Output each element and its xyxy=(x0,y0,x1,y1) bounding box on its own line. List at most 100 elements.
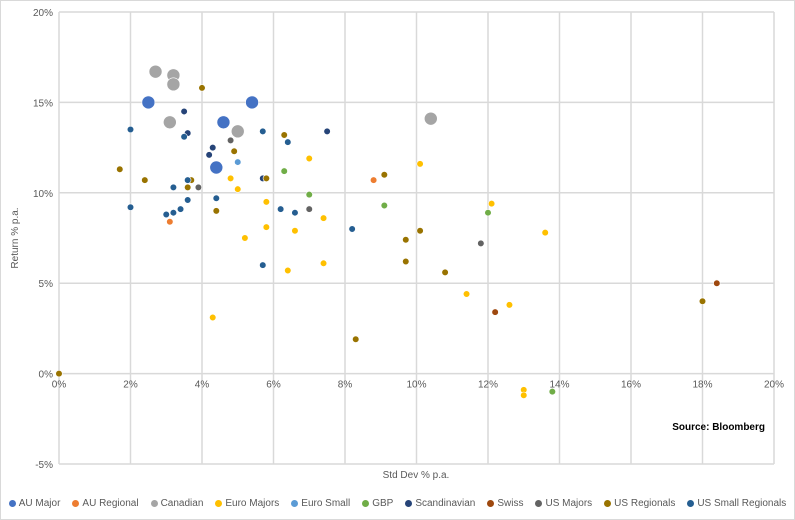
data-point-canadian[interactable] xyxy=(148,64,163,79)
legend-marker-icon xyxy=(535,500,543,507)
legend-item[interactable]: Scandinavian xyxy=(405,498,475,509)
data-point-us-regionals[interactable] xyxy=(380,171,388,179)
data-point-us-regionals[interactable] xyxy=(184,183,192,191)
data-point-euro-majors[interactable] xyxy=(234,185,242,193)
data-point-us-regionals[interactable] xyxy=(402,257,410,266)
data-point-us-small-regionals[interactable] xyxy=(184,176,192,184)
data-point-us-small-regionals[interactable] xyxy=(284,138,292,146)
data-point-us-small-regionals[interactable] xyxy=(184,196,192,204)
data-point-us-regionals[interactable] xyxy=(116,165,124,173)
data-point-us-small-regionals[interactable] xyxy=(176,205,185,213)
data-point-euro-majors[interactable] xyxy=(520,391,528,399)
y-tick-label: 10% xyxy=(33,189,53,200)
legend-label: Euro Small xyxy=(301,498,351,509)
data-point-euro-majors[interactable] xyxy=(227,174,235,182)
data-point-canadian[interactable] xyxy=(166,77,181,92)
data-point-us-regionals[interactable] xyxy=(141,176,149,184)
data-point-us-small-regionals[interactable] xyxy=(180,133,188,141)
data-point-canadian[interactable] xyxy=(163,115,177,130)
data-point-us-regionals[interactable] xyxy=(55,370,63,378)
data-point-euro-majors[interactable] xyxy=(241,234,249,242)
legend-marker-icon xyxy=(362,500,370,507)
data-point-us-small-regionals[interactable] xyxy=(259,261,267,269)
data-point-scandinavian[interactable] xyxy=(205,151,213,159)
data-point-euro-majors[interactable] xyxy=(505,301,514,309)
data-point-euro-majors[interactable] xyxy=(462,290,471,298)
data-point-swiss[interactable] xyxy=(491,308,499,316)
data-point-euro-majors[interactable] xyxy=(262,223,270,231)
data-point-us-regionals[interactable] xyxy=(230,147,238,155)
data-point-us-small-regionals[interactable] xyxy=(291,209,299,217)
data-point-scandinavian[interactable] xyxy=(323,127,331,135)
data-point-gbp[interactable] xyxy=(548,388,556,396)
data-point-us-small-regionals[interactable] xyxy=(126,203,135,211)
legend-item[interactable]: US Small Regionals xyxy=(687,498,786,509)
data-point-us-regionals[interactable] xyxy=(280,131,288,139)
legend-item[interactable]: Swiss xyxy=(487,498,523,509)
data-point-euro-majors[interactable] xyxy=(209,313,217,322)
x-tick-label: 2% xyxy=(123,380,138,391)
data-point-scandinavian[interactable] xyxy=(209,144,217,152)
data-point-au-major[interactable] xyxy=(141,95,156,110)
data-point-us-small-regionals[interactable] xyxy=(348,225,356,233)
data-point-euro-small[interactable] xyxy=(234,158,242,166)
data-point-canadian[interactable] xyxy=(423,111,438,126)
data-point-au-major[interactable] xyxy=(216,115,231,130)
data-point-au-regional[interactable] xyxy=(370,176,378,184)
data-point-us-small-regionals[interactable] xyxy=(169,183,177,191)
data-point-us-small-regionals[interactable] xyxy=(162,210,170,219)
data-point-us-small-regionals[interactable] xyxy=(169,209,177,217)
data-point-swiss[interactable] xyxy=(713,279,721,287)
data-point-us-regionals[interactable] xyxy=(416,227,424,235)
data-point-au-major[interactable] xyxy=(245,95,259,110)
data-point-euro-majors[interactable] xyxy=(319,259,328,267)
data-point-us-majors[interactable] xyxy=(194,183,203,191)
legend-item[interactable]: Canadian xyxy=(150,498,203,509)
data-point-au-major[interactable] xyxy=(209,160,224,175)
data-point-euro-majors[interactable] xyxy=(487,200,496,208)
data-point-us-small-regionals[interactable] xyxy=(126,125,135,134)
data-point-us-majors[interactable] xyxy=(477,239,485,248)
data-point-us-majors[interactable] xyxy=(305,205,313,213)
data-point-canadian[interactable] xyxy=(230,124,245,139)
data-point-us-majors[interactable] xyxy=(227,136,235,144)
data-point-euro-majors[interactable] xyxy=(291,227,299,235)
data-point-us-regionals[interactable] xyxy=(441,268,449,276)
legend-item[interactable]: US Regionals xyxy=(604,498,675,509)
legend-item[interactable]: Euro Small xyxy=(291,498,350,509)
data-point-us-small-regionals[interactable] xyxy=(277,205,285,213)
data-point-gbp[interactable] xyxy=(280,167,288,175)
data-point-us-regionals[interactable] xyxy=(352,335,360,343)
legend-item[interactable]: GBP xyxy=(362,498,393,509)
x-tick-label: 12% xyxy=(478,380,498,391)
data-point-us-regionals[interactable] xyxy=(212,207,220,215)
y-axis-label: Return % p.a. xyxy=(10,207,21,268)
x-tick-label: 0% xyxy=(52,380,67,391)
data-point-au-regional[interactable] xyxy=(166,218,174,226)
legend-label: Euro Majors xyxy=(225,498,280,509)
data-point-gbp[interactable] xyxy=(380,201,388,210)
legend-item[interactable]: US Majors xyxy=(535,498,592,509)
legend-item[interactable]: Euro Majors xyxy=(215,498,279,509)
data-point-us-small-regionals[interactable] xyxy=(259,127,267,135)
data-point-us-regionals[interactable] xyxy=(402,236,410,244)
legend-label: US Majors xyxy=(545,498,593,509)
legend-label: Scandinavian xyxy=(415,498,476,509)
data-point-us-regionals[interactable] xyxy=(262,174,270,182)
data-point-us-small-regionals[interactable] xyxy=(212,194,220,202)
data-point-gbp[interactable] xyxy=(305,191,313,199)
legend-item[interactable]: AU Regional xyxy=(72,498,139,509)
data-point-euro-majors[interactable] xyxy=(541,228,549,237)
data-point-us-regionals[interactable] xyxy=(698,297,707,305)
data-point-euro-majors[interactable] xyxy=(319,214,328,222)
data-point-euro-majors[interactable] xyxy=(305,154,313,163)
data-point-euro-majors[interactable] xyxy=(284,266,292,275)
data-point-euro-majors[interactable] xyxy=(416,160,424,168)
data-point-scandinavian[interactable] xyxy=(180,107,188,116)
data-point-euro-majors[interactable] xyxy=(262,198,270,206)
data-point-us-regionals[interactable] xyxy=(198,84,206,92)
data-point-gbp[interactable] xyxy=(484,209,492,217)
legend-item[interactable]: AU Major xyxy=(8,498,60,509)
legend-marker-icon xyxy=(687,500,695,507)
